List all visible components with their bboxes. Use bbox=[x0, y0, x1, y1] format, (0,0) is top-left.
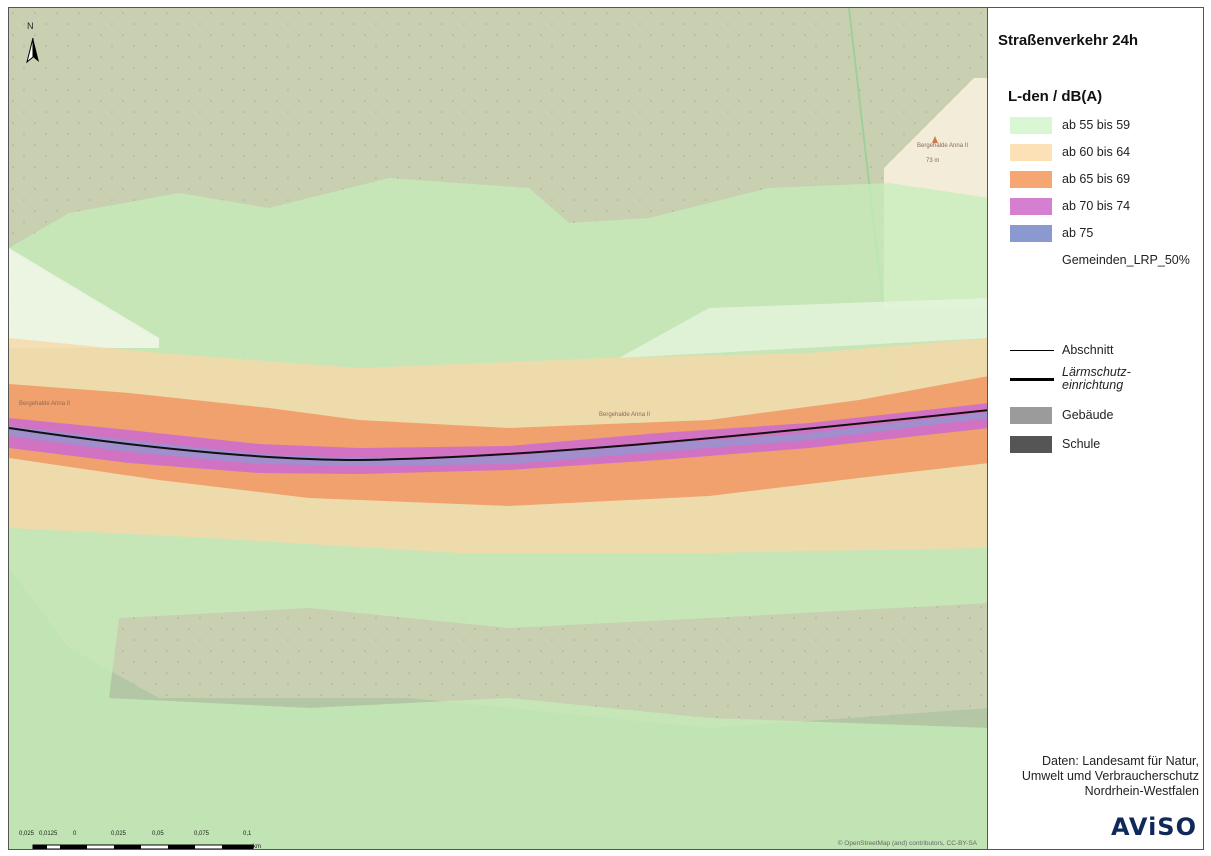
poi-label: Bergehalde Anna II bbox=[917, 143, 969, 149]
legend-label: einrichtung bbox=[1062, 378, 1124, 392]
legend-label: Gemeinden_LRP_50% bbox=[1062, 253, 1190, 267]
legend-swatch bbox=[1010, 197, 1052, 215]
zone-65-69 bbox=[9, 376, 987, 506]
legend-label: Abschnitt bbox=[1062, 343, 1114, 357]
legend-swatch bbox=[1010, 224, 1052, 242]
legend-item-gemeinden: Gemeinden_LRP_50% bbox=[1010, 251, 1190, 269]
scale-tick: 0,05 bbox=[152, 831, 164, 837]
north-label: N bbox=[27, 21, 34, 31]
poi-height: 73 m bbox=[926, 158, 940, 164]
scale-tick: 0,1 bbox=[243, 831, 252, 837]
scale-unit: km bbox=[253, 844, 261, 850]
scale-tick: 0,025 bbox=[19, 831, 35, 837]
noise-map bbox=[9, 8, 987, 849]
scale-tick: 0,0125 bbox=[39, 831, 58, 837]
legend-label: Gebäude bbox=[1062, 408, 1114, 422]
legend-label: ab 55 bis 59 bbox=[1062, 118, 1131, 132]
map-view[interactable]: N Bergehalde Anna II 73 m Bergehalde Ann… bbox=[8, 7, 988, 850]
legend-item-schule: Schule bbox=[1010, 435, 1100, 453]
legend-title: L-den / dB(A) bbox=[1008, 88, 1103, 105]
legend-label: Lärmschutz- bbox=[1062, 365, 1131, 379]
legend-item-70-74: ab 70 bis 74 bbox=[1010, 197, 1130, 215]
legend-item-55-59: ab 55 bis 59 bbox=[1010, 116, 1130, 134]
legend-swatch bbox=[1010, 406, 1052, 424]
legend-item-75: ab 75 bbox=[1010, 224, 1093, 242]
road-label-2: Bergehalde Anna II bbox=[599, 412, 651, 418]
legend-item-laermschutz: Lärmschutz- einrichtung bbox=[1010, 366, 1131, 392]
scale-bar bbox=[32, 844, 254, 849]
line-symbol bbox=[1010, 349, 1054, 351]
peak-icon bbox=[932, 136, 938, 143]
panel-title: Straßenverkehr 24h bbox=[998, 32, 1139, 49]
scale-tick: 0 bbox=[73, 831, 77, 837]
legend-item-60-64: ab 60 bis 64 bbox=[1010, 143, 1130, 161]
legend-label: ab 60 bis 64 bbox=[1062, 145, 1131, 159]
legend-label: Schule bbox=[1062, 437, 1101, 451]
data-source: Daten: Landesamt für Natur, Umwelt umd V… bbox=[1021, 754, 1199, 798]
zone-75 bbox=[9, 412, 987, 466]
aviso-logo: AViSO bbox=[1110, 813, 1197, 841]
legend-swatch bbox=[1010, 435, 1052, 453]
legend-item-gebaeude: Gebäude bbox=[1010, 406, 1113, 424]
legend-item-abschnitt: Abschnitt bbox=[1010, 343, 1113, 357]
legend-swatch bbox=[1010, 143, 1052, 161]
legend-swatch bbox=[1010, 170, 1052, 188]
legend-swatch bbox=[1010, 116, 1052, 134]
map-credit: © OpenStreetMap (and) contributors, CC-B… bbox=[837, 840, 977, 847]
legend-label: ab 75 bbox=[1062, 226, 1094, 240]
legend-label: ab 70 bis 74 bbox=[1062, 199, 1131, 213]
scale-tick: 0,025 bbox=[111, 831, 127, 837]
scale-tick: 0,075 bbox=[194, 831, 210, 837]
legend-panel: Straßenverkehr 24h L-den / dB(A) ab 55 b… bbox=[988, 7, 1204, 850]
north-arrow-icon bbox=[26, 37, 39, 64]
road-abschnitt bbox=[9, 409, 987, 462]
legend-label: ab 65 bis 69 bbox=[1062, 172, 1131, 186]
legend-item-65-69: ab 65 bis 69 bbox=[1010, 170, 1130, 188]
line-symbol bbox=[1010, 377, 1054, 381]
road-label-1: Bergehalde Anna II bbox=[19, 401, 71, 407]
